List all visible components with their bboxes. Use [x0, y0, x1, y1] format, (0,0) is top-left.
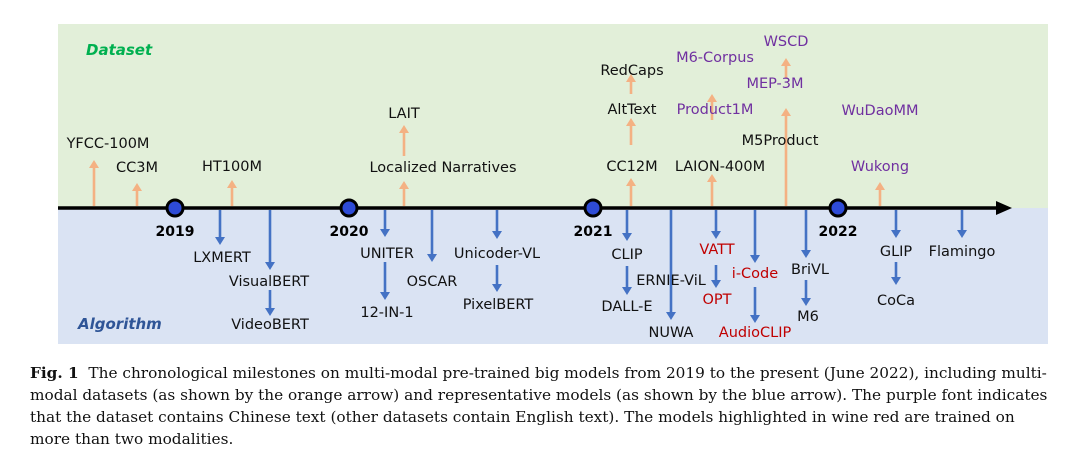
- dataset-arrow-7-head: [626, 118, 636, 126]
- model-arrow-2-head: [265, 262, 275, 270]
- dataset-band: [58, 24, 1048, 208]
- model-label-visualbert: VisualBERT: [229, 274, 309, 290]
- model-label-nuwa: NUWA: [649, 325, 694, 341]
- model-arrow-17-head: [801, 298, 811, 306]
- dataset-label-m6-corpus: M6-Corpus: [676, 50, 754, 66]
- dataset-label-ht100m: HT100M: [202, 159, 262, 175]
- dataset-arrow-2-head: [132, 183, 142, 191]
- year-label-2020: 2020: [330, 224, 369, 240]
- dataset-label-wudaomm: WuDaoMM: [842, 103, 919, 119]
- dataset-arrow-12-head: [781, 58, 791, 66]
- model-label-i-code: i-Code: [732, 266, 778, 282]
- dataset-label-cc12m: CC12M: [606, 159, 657, 175]
- model-label-m6: M6: [797, 309, 819, 325]
- year-marker-2020: [339, 198, 359, 218]
- model-label-glip: GLIP: [880, 244, 913, 260]
- model-arrow-12-head: [711, 231, 721, 239]
- model-arrow-5-head: [380, 292, 390, 300]
- model-arrow-6-head: [427, 254, 437, 262]
- dataset-label-yfcc-100m: YFCC-100M: [66, 136, 150, 152]
- dataset-label-mep-3m: MEP-3M: [746, 76, 803, 92]
- dataset-label-localized-narratives: Localized Narratives: [369, 160, 516, 176]
- model-arrow-1-head: [215, 237, 225, 245]
- caption-label: Fig. 1: [30, 364, 79, 382]
- model-label-vatt: VATT: [699, 242, 734, 258]
- model-label-dall-e: DALL-E: [601, 299, 652, 315]
- model-arrow-19-head: [891, 277, 901, 285]
- dataset-label-cc3m: CC3M: [116, 160, 158, 176]
- model-arrow-14-head: [750, 255, 760, 263]
- dataset-label-redcaps: RedCaps: [600, 63, 663, 79]
- model-label-coca: CoCa: [877, 293, 915, 309]
- model-arrow-20-head: [957, 230, 967, 238]
- dataset-arrow-1-head: [89, 160, 99, 168]
- model-arrow-7-head: [492, 231, 502, 239]
- model-label-12-in-1: 12-IN-1: [360, 305, 413, 321]
- year-marker-2021: [583, 198, 603, 218]
- model-arrow-16-head: [801, 250, 811, 258]
- model-label-unicoder-vl: Unicoder-VL: [454, 246, 540, 262]
- model-arrow-13-head: [711, 280, 721, 288]
- dataset-arrow-8-head: [626, 74, 636, 82]
- model-arrow-15-head: [750, 315, 760, 323]
- model-arrow-18-head: [891, 230, 901, 238]
- year-label-2019: 2019: [156, 224, 195, 240]
- model-label-oscar: OSCAR: [407, 274, 458, 290]
- year-label-2022: 2022: [819, 224, 858, 240]
- dataset-arrow-4-head: [399, 181, 409, 189]
- dataset-arrow-11-head: [781, 108, 791, 116]
- timeline-diagram: Dataset Algorithm 2019 2020 2021 2022 YFCC-100…: [58, 24, 1048, 344]
- model-label-clip: CLIP: [611, 247, 642, 263]
- dataset-arrow-10-head: [707, 94, 717, 102]
- model-label-pixelbert: PixelBERT: [463, 297, 534, 313]
- dataset-label-alttext: AltText: [608, 102, 657, 118]
- dataset-label-lait: LAIT: [388, 106, 420, 122]
- model-label-ernie-vil: ERNIE-ViL: [636, 273, 706, 289]
- caption-text: The chronological milestones on multi-mo…: [30, 364, 1048, 448]
- dataset-arrow-13-head: [875, 182, 885, 190]
- model-label-flamingo: Flamingo: [929, 244, 996, 260]
- model-arrow-4-head: [380, 229, 390, 237]
- dataset-label-m5product: M5Product: [742, 133, 819, 149]
- year-marker-2019: [165, 198, 185, 218]
- dataset-arrow-6-head: [626, 178, 636, 186]
- model-label-lxmert: LXMERT: [193, 250, 251, 266]
- dataset-arrow-5-head: [399, 125, 409, 133]
- algorithm-band: [58, 208, 1048, 344]
- year-label-2021: 2021: [574, 224, 613, 240]
- model-arrow-9-head: [622, 233, 632, 241]
- model-arrow-8-head: [492, 284, 502, 292]
- dataset-section-label: Dataset: [86, 41, 153, 59]
- dataset-label-wukong: Wukong: [851, 159, 909, 175]
- model-arrow-10-head: [622, 287, 632, 295]
- timeline-axis-arrowhead: [996, 201, 1012, 215]
- year-marker-2022: [828, 198, 848, 218]
- dataset-arrow-9-head: [707, 174, 717, 182]
- algorithm-section-label: Algorithm: [77, 315, 162, 333]
- dataset-label-wscd: WSCD: [764, 34, 809, 50]
- model-arrow-3-head: [265, 308, 275, 316]
- model-label-opt: OPT: [702, 292, 731, 308]
- model-label-uniter: UNITER: [360, 246, 414, 262]
- figure-caption: Fig. 1 The chronological milestones on m…: [30, 362, 1055, 450]
- dataset-label-laion-400m: LAION-400M: [675, 159, 765, 175]
- dataset-arrow-3-head: [227, 180, 237, 188]
- dataset-label-product1m: Product1M: [677, 102, 754, 118]
- model-arrow-11-head: [666, 312, 676, 320]
- model-label-brivl: BriVL: [791, 262, 829, 278]
- model-label-audioclip: AudioCLIP: [719, 325, 792, 341]
- model-label-videobert: VideoBERT: [231, 317, 309, 333]
